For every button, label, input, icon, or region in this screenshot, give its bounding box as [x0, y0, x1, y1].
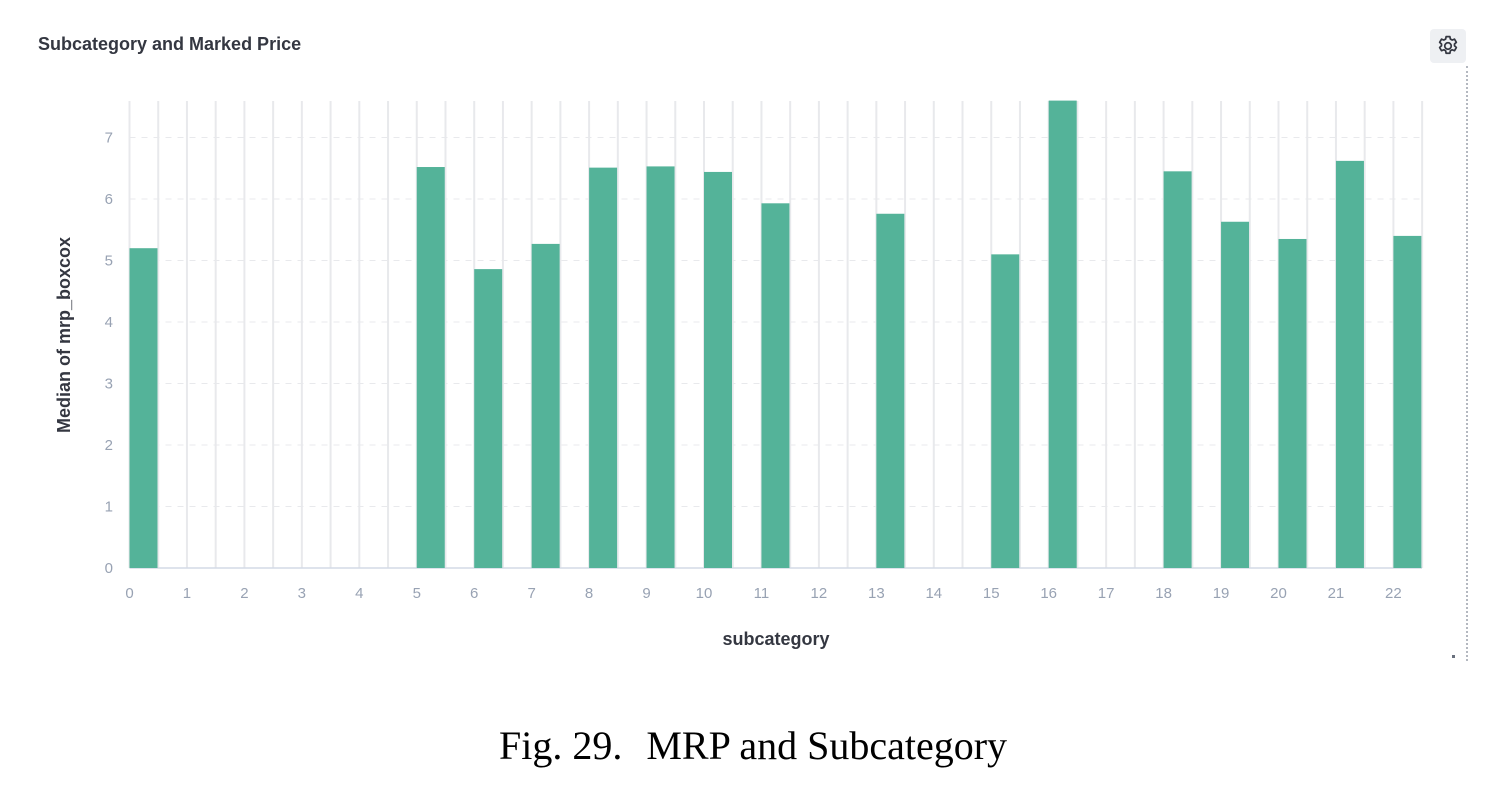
y-axis-ticks: 0 1 2 3 4 5 6 7: [105, 130, 113, 578]
x-axis-ticks: 0 1 2 3 4 5 6 7 8 9 10 11 12 13 14 15 16 17 18 19 20 21 22: [125, 585, 1401, 602]
x-tick-label: 8: [585, 585, 593, 602]
bar[interactable]: [1278, 238, 1307, 568]
bar[interactable]: [761, 203, 790, 568]
bar[interactable]: [991, 254, 1020, 568]
y-tick-label: 1: [105, 499, 113, 516]
bar[interactable]: [1393, 235, 1422, 568]
bar[interactable]: [1335, 160, 1364, 568]
x-tick-label: 12: [811, 585, 828, 602]
y-tick-label: 3: [105, 376, 113, 393]
x-tick-label: 21: [1328, 585, 1345, 602]
y-tick-label: 2: [105, 437, 113, 454]
x-tick-label: 17: [1098, 585, 1115, 602]
figure-caption: Fig. 29. MRP and Subcategory: [0, 722, 1506, 769]
bar[interactable]: [129, 248, 158, 568]
bar[interactable]: [589, 167, 618, 568]
x-tick-label: 14: [925, 585, 942, 602]
x-tick-label: 6: [470, 585, 478, 602]
x-tick-label: 13: [868, 585, 885, 602]
x-tick-label: 11: [754, 585, 770, 602]
x-tick-label: 16: [1040, 585, 1057, 602]
x-tick-label: 0: [125, 585, 133, 602]
bar[interactable]: [531, 243, 560, 568]
bar[interactable]: [876, 213, 905, 568]
panel-title: Subcategory and Marked Price: [38, 34, 302, 54]
x-tick-label: 18: [1155, 585, 1172, 602]
bar[interactable]: [416, 167, 445, 568]
panel-border: [1466, 66, 1468, 661]
figure-caption-text: MRP and Subcategory: [646, 723, 1008, 768]
x-tick-label: 20: [1270, 585, 1287, 602]
x-tick-label: 22: [1385, 585, 1402, 602]
y-tick-label: 0: [105, 560, 113, 577]
resize-handle[interactable]: [1452, 655, 1455, 658]
bar[interactable]: [1221, 221, 1250, 568]
x-tick-label: 2: [240, 585, 248, 602]
x-tick-label: 5: [413, 585, 421, 602]
x-axis-title: subcategory: [722, 629, 829, 649]
x-tick-label: 19: [1213, 585, 1230, 602]
x-tick-label: 15: [983, 585, 1000, 602]
bar[interactable]: [1163, 171, 1192, 568]
y-tick-label: 6: [105, 191, 113, 208]
x-tick-label: 4: [355, 585, 363, 602]
x-tick-label: 9: [642, 585, 650, 602]
bar[interactable]: [1048, 100, 1077, 568]
panel-settings-button[interactable]: [1430, 29, 1466, 63]
y-tick-label: 7: [105, 130, 113, 147]
bar[interactable]: [646, 166, 675, 568]
gear-icon: [1438, 35, 1458, 55]
y-tick-label: 4: [105, 314, 113, 331]
bar[interactable]: [704, 171, 732, 568]
x-tick-label: 7: [527, 585, 535, 602]
x-tick-label: 1: [183, 585, 191, 602]
figure-label: Fig. 29.: [498, 723, 623, 768]
y-tick-label: 5: [105, 253, 113, 270]
y-axis-title: Median of mrp_boxcox: [54, 237, 74, 433]
bars: [129, 100, 1422, 568]
bar[interactable]: [474, 269, 503, 568]
x-tick-label: 10: [696, 585, 713, 602]
bar-chart: 0 1 2 3 4 5 6 7 8 9 10 11 12 13 14 15 16 17 18 19 20 21 22 012…: [54, 100, 1424, 649]
x-tick-label: 3: [298, 585, 306, 602]
